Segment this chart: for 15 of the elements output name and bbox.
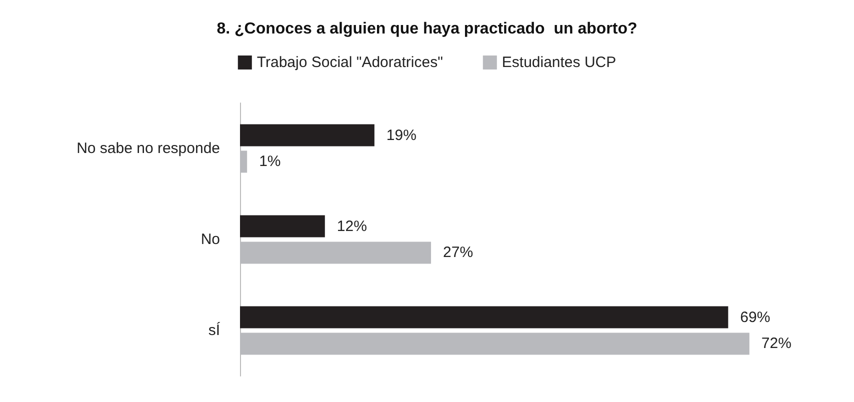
data-label: 27% [443, 244, 474, 262]
y-tick-label: sÍ [208, 321, 221, 339]
legend-label: Estudiantes UCP [502, 54, 616, 71]
bar [240, 215, 325, 238]
data-label: 19% [386, 126, 416, 144]
bar [240, 124, 374, 146]
data-label: 69% [740, 308, 770, 326]
chart-title: 8. ¿Conoces a alguien que haya practicado un aborto? [216, 20, 638, 38]
data-label: 1% [259, 153, 281, 170]
data-label: 12% [336, 218, 367, 235]
y-tick-label: No sabe no responde [76, 140, 220, 157]
legend-label: Trabajo Social "Adoratrices" [256, 54, 443, 71]
y-tick-label: No [200, 231, 220, 248]
data-label: 72% [761, 335, 792, 352]
bar [240, 306, 728, 328]
